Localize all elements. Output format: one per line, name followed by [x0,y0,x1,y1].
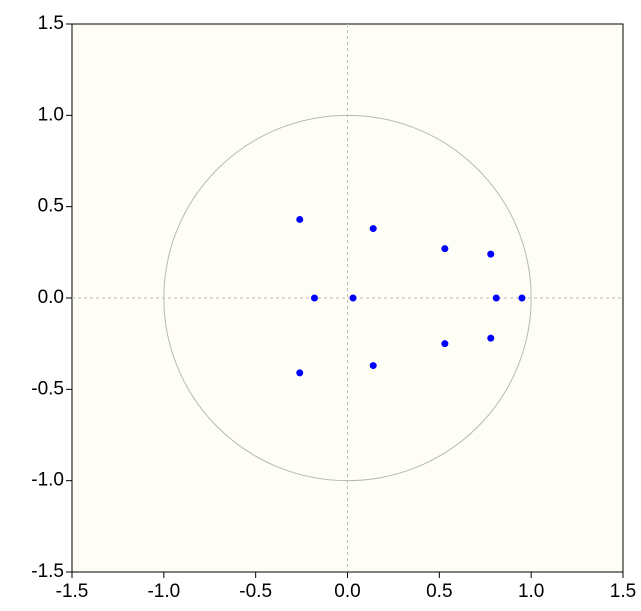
unit-circle [163,114,532,482]
y-tick-label: 1.0 [38,104,64,125]
y-tick-label: -0.5 [31,378,64,399]
x-tick-label: 0.0 [334,581,360,602]
y-tick-label: 1.5 [38,13,64,34]
y-tick-label: 0.5 [38,196,64,217]
point [369,362,377,370]
point [487,250,495,258]
point [310,294,318,302]
x-tick-label: -0.5 [239,581,272,602]
x-tick-label: 1.5 [610,581,636,602]
x-tick-label: -1.5 [56,581,89,602]
x-tick-label: 1.0 [518,581,544,602]
x-tick-label: 0.5 [426,581,452,602]
point [296,215,304,223]
x-tick-label: -1.0 [147,581,180,602]
point [441,245,449,253]
point [492,294,500,302]
point [518,294,526,302]
point [369,225,377,233]
y-tick-label: -1.0 [31,470,64,491]
y-tick-label: -1.5 [31,561,64,582]
point [349,294,357,302]
y-tick-label: 0.0 [38,287,64,308]
point [296,369,304,377]
point [487,334,495,342]
point [441,340,449,348]
